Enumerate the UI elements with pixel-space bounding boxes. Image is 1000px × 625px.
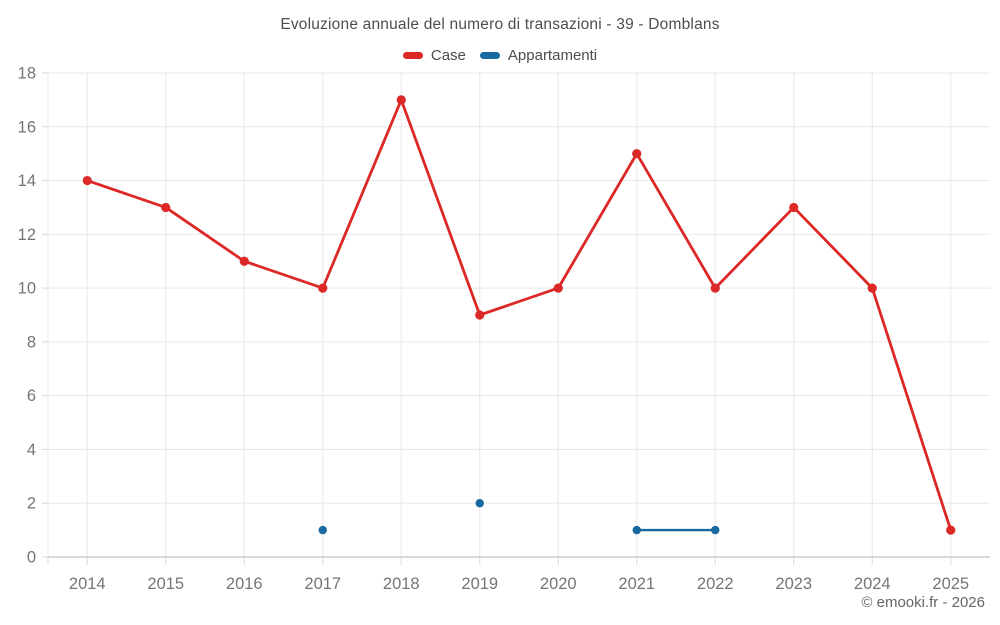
x-axis-label: 2015 bbox=[147, 575, 184, 593]
chart-title: Evoluzione annuale del numero di transaz… bbox=[280, 16, 720, 33]
data-point-case-2016[interactable] bbox=[239, 256, 249, 266]
legend-item-appartamenti[interactable]: Appartamenti bbox=[479, 47, 598, 64]
x-axis-label: 2023 bbox=[775, 575, 812, 593]
x-axis-label: 2019 bbox=[461, 575, 498, 593]
legend-label-case: Case bbox=[430, 47, 466, 64]
legend: Case Appartamenti bbox=[0, 47, 1000, 64]
data-point-case-2019[interactable] bbox=[475, 310, 485, 320]
x-axis-label: 2025 bbox=[932, 575, 969, 593]
data-point-case-2018[interactable] bbox=[396, 95, 406, 105]
x-axis-label: 2021 bbox=[618, 575, 655, 593]
y-axis-label: 8 bbox=[27, 333, 36, 351]
x-axis-label: 2022 bbox=[697, 575, 734, 593]
x-axis-label: 2017 bbox=[304, 575, 341, 593]
data-point-case-2023[interactable] bbox=[789, 202, 799, 213]
data-point-case-2022[interactable] bbox=[710, 283, 720, 293]
data-point-appartamenti-2017[interactable] bbox=[318, 525, 327, 535]
legend-label-appartamenti: Appartamenti bbox=[507, 47, 598, 64]
y-axis-label: 10 bbox=[18, 280, 36, 298]
case-series-marker-icon bbox=[402, 52, 423, 59]
y-axis-label: 14 bbox=[18, 172, 36, 190]
data-point-case-2017[interactable] bbox=[318, 283, 328, 293]
series-line-case bbox=[85, 98, 953, 532]
x-axis-label: 2018 bbox=[383, 575, 420, 593]
y-axis-label: 18 bbox=[18, 65, 36, 83]
data-point-case-2014[interactable] bbox=[82, 175, 92, 186]
data-point-appartamenti-2019[interactable] bbox=[475, 499, 484, 508]
y-axis-label: 16 bbox=[18, 118, 36, 136]
data-point-case-2024[interactable] bbox=[867, 283, 877, 293]
x-axis-label: 2014 bbox=[69, 575, 106, 593]
x-axis-label: 2016 bbox=[226, 575, 263, 593]
y-axis-label: 12 bbox=[18, 226, 36, 244]
x-axis-label: 2024 bbox=[854, 575, 891, 593]
y-axis-label: 6 bbox=[27, 387, 36, 405]
data-point-case-2020[interactable] bbox=[553, 283, 563, 293]
data-point-case-2021[interactable] bbox=[632, 149, 642, 159]
copyright: © emooki.fr - 2026 bbox=[861, 594, 985, 611]
x-axis-label: 2020 bbox=[540, 575, 577, 593]
y-axis-label: 2 bbox=[27, 495, 36, 513]
data-point-appartamenti-2021[interactable] bbox=[632, 525, 641, 535]
data-point-case-2025[interactable] bbox=[946, 525, 956, 535]
appartamenti-series-marker-icon bbox=[479, 52, 500, 59]
y-axis-label: 4 bbox=[27, 441, 36, 459]
data-point-appartamenti-2022[interactable] bbox=[711, 525, 720, 535]
data-point-case-2015[interactable] bbox=[161, 202, 171, 213]
legend-item-case[interactable]: Case bbox=[402, 47, 466, 64]
y-axis-label: 0 bbox=[27, 549, 36, 567]
